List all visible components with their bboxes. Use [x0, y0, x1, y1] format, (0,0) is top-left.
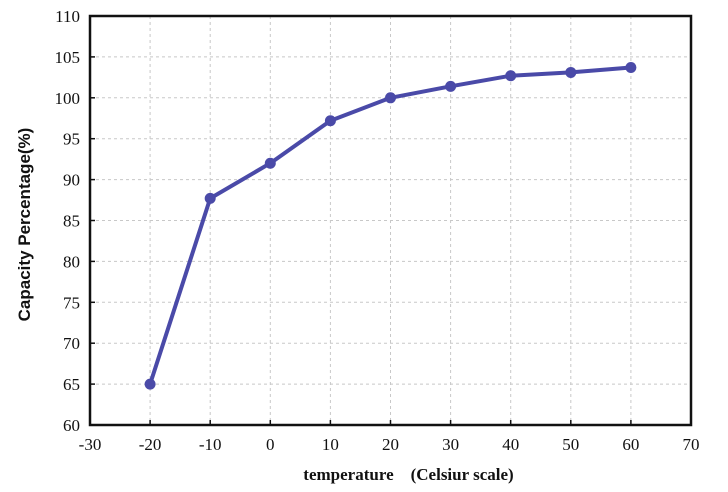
x-tick-label: -20: [139, 435, 162, 454]
x-tick-label: 10: [322, 435, 339, 454]
data-point: [565, 66, 577, 78]
data-point: [385, 92, 396, 104]
y-tick-label: 85: [63, 212, 80, 231]
x-tick-label: 40: [502, 435, 519, 454]
x-tick-label: 70: [683, 435, 700, 454]
y-tick-label: 60: [63, 416, 80, 435]
y-tick-label: 80: [63, 252, 80, 271]
grid-layer: [90, 16, 691, 425]
data-point: [264, 157, 276, 169]
x-tick-label: 60: [622, 435, 639, 454]
data-point: [144, 378, 156, 390]
data-point: [324, 115, 336, 127]
y-tick-label: 95: [63, 130, 80, 149]
y-tick-label: 75: [63, 293, 80, 312]
series-layer: [144, 62, 637, 390]
data-point: [445, 80, 457, 92]
x-tick-label: 50: [562, 435, 579, 454]
y-tick-label: 90: [63, 171, 80, 190]
x-tick-label: 30: [442, 435, 459, 454]
data-point: [505, 70, 517, 82]
y-tick-label: 105: [55, 48, 81, 67]
x-tick-label: -30: [79, 435, 102, 454]
x-tick-label: 20: [382, 435, 399, 454]
data-point: [625, 62, 637, 74]
x-tick-label: 0: [266, 435, 275, 454]
y-tick-label: 110: [55, 7, 80, 26]
data-point: [204, 192, 216, 204]
x-axis-title: temperature (Celsiur scale): [303, 465, 513, 484]
x-tick-label: -10: [199, 435, 222, 454]
tick-layer: -30 -20 -10 0 10 20 30 40 50 60 70 60 65 70 75 80 85 90 95…: [55, 7, 700, 454]
y-tick-label: 70: [63, 334, 80, 353]
y-axis-title: Capacity Percentage(%): [15, 128, 34, 322]
y-tick-label: 65: [63, 375, 80, 394]
y-tick-label: 100: [55, 89, 81, 108]
